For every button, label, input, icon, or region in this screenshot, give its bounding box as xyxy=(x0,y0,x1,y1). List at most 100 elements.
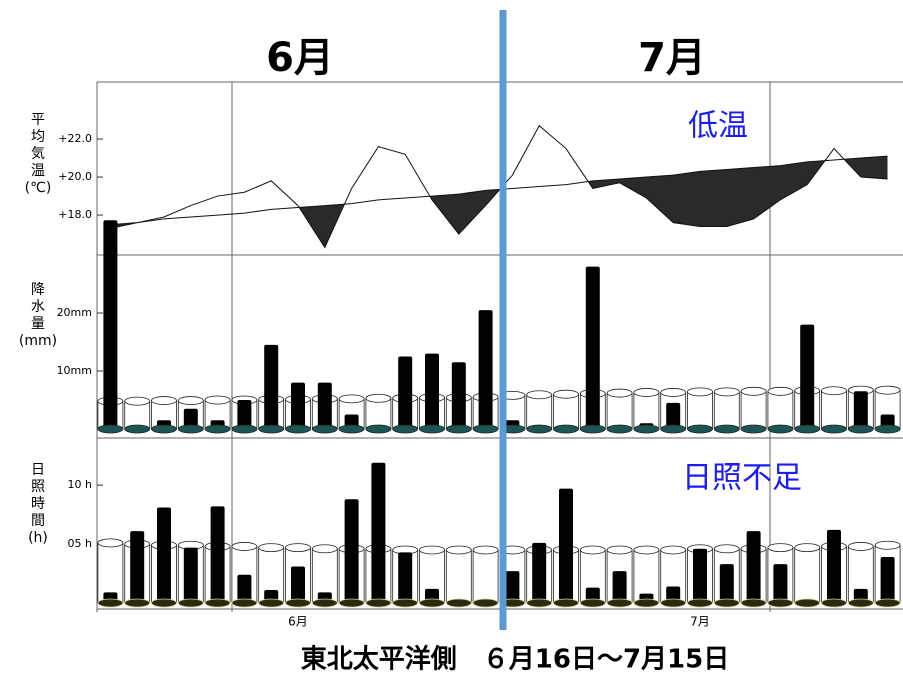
bar-base xyxy=(713,424,740,434)
bar-base xyxy=(151,424,177,434)
normal-cylinder-top xyxy=(365,393,392,403)
axis-label: 気 xyxy=(31,146,45,162)
bar-base xyxy=(553,424,579,434)
normal-cylinder-top xyxy=(606,388,633,398)
axis-label: 温 xyxy=(31,163,45,179)
footer-title: 東北太平洋側 ６月16日～7月15日 xyxy=(301,644,729,675)
bar-base xyxy=(713,598,740,608)
normal-cylinder xyxy=(445,549,472,604)
bar-base xyxy=(553,598,579,608)
bar-base xyxy=(821,424,847,434)
normal-cylinder xyxy=(821,390,847,430)
bar xyxy=(478,310,493,429)
bar-base xyxy=(687,598,713,608)
bar-base xyxy=(285,598,311,608)
bar-base xyxy=(767,424,794,434)
bar xyxy=(880,557,895,603)
bar-base xyxy=(579,598,606,608)
bar xyxy=(746,531,761,603)
bar-base xyxy=(285,424,311,434)
y-tick-label: +18.0 xyxy=(58,208,92,221)
x-tick-label: 6月 xyxy=(288,615,308,629)
normal-cylinder-top xyxy=(285,543,311,553)
bar xyxy=(103,220,118,429)
bar xyxy=(666,402,681,429)
normal-cylinder-top xyxy=(687,387,713,397)
bar-base xyxy=(633,598,660,608)
axis-label: 時 xyxy=(31,496,45,512)
axis-label: 日 xyxy=(31,462,45,478)
normal-cylinder-top xyxy=(874,540,901,550)
bar-base xyxy=(311,424,338,434)
normal-cylinder-top xyxy=(177,396,204,405)
bar xyxy=(693,548,707,603)
bar-base xyxy=(124,424,151,434)
bar xyxy=(773,564,788,603)
bar-base xyxy=(847,598,874,608)
normal-cylinder-top xyxy=(204,395,231,405)
bar xyxy=(827,529,841,603)
bar xyxy=(317,382,332,429)
y-tick-label: +20.0 xyxy=(58,170,92,183)
bar xyxy=(371,462,386,603)
normal-cylinder-top xyxy=(472,545,499,555)
bar xyxy=(291,382,305,429)
axis-label: 量 xyxy=(31,316,45,332)
month-heading: 6月 xyxy=(266,35,334,81)
bar-base xyxy=(311,598,338,608)
bar-base xyxy=(874,598,901,608)
normal-cylinder xyxy=(713,391,740,430)
below-normal-fill xyxy=(110,156,888,248)
bar xyxy=(425,353,439,429)
bar-base xyxy=(97,424,124,434)
axis-label: 均 xyxy=(31,129,45,145)
y-tick-label: 10mm xyxy=(57,364,92,377)
normal-cylinder xyxy=(365,397,392,430)
bar xyxy=(451,362,466,429)
bar-base xyxy=(177,598,204,608)
normal-cylinder-top xyxy=(874,385,901,395)
bar xyxy=(853,391,868,429)
bar xyxy=(210,506,225,603)
normal-cylinder xyxy=(740,390,767,430)
normal-cylinder-top xyxy=(794,543,821,553)
bar xyxy=(585,266,600,429)
normal-cylinder-top xyxy=(606,545,633,555)
axis-label: 照 xyxy=(31,479,45,495)
bar-base xyxy=(231,598,258,608)
bar-base xyxy=(606,424,633,434)
bar xyxy=(183,408,198,429)
normal-cylinder xyxy=(553,393,579,430)
normal-cylinder-top xyxy=(767,543,794,553)
axis-label: 水 xyxy=(31,299,45,315)
bar-base xyxy=(687,424,713,434)
normal-cylinder-top xyxy=(847,542,874,551)
bar xyxy=(398,552,413,603)
bar-base xyxy=(177,424,204,434)
bar-base xyxy=(124,598,151,608)
y-tick-label: +22.0 xyxy=(58,132,92,145)
bar xyxy=(237,400,252,429)
normal-cylinder xyxy=(472,549,499,604)
normal-cylinder-top xyxy=(633,545,660,555)
y-tick-label: 20mm xyxy=(57,306,92,319)
bar-base xyxy=(660,598,687,608)
bar-base xyxy=(258,424,285,434)
normal-cylinder xyxy=(767,390,794,430)
bar-base xyxy=(874,424,901,434)
normal-cylinder xyxy=(606,392,633,430)
bar xyxy=(291,566,305,603)
temperature-line xyxy=(110,124,888,249)
normal-cylinder-top xyxy=(740,386,767,396)
bar xyxy=(344,499,359,603)
normal-cylinder-top xyxy=(579,545,606,555)
bar-base xyxy=(472,598,499,608)
bar xyxy=(130,531,145,603)
axis-label: (h) xyxy=(28,530,48,546)
bar-base xyxy=(847,424,874,434)
y-tick-label: 10 h xyxy=(68,478,92,491)
y-tick-label: 05 h xyxy=(68,537,92,550)
bar xyxy=(800,324,815,429)
bar-base xyxy=(472,424,499,434)
